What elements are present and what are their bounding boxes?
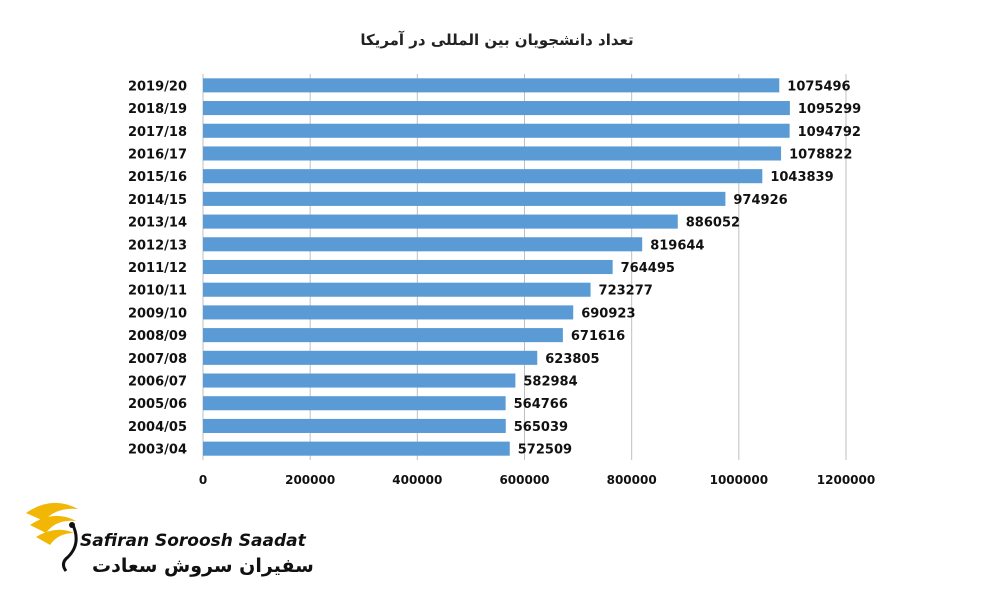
bar [203, 101, 790, 116]
bar [203, 169, 763, 184]
bar [203, 441, 510, 456]
category-label: 2011/12 [128, 261, 187, 276]
bar [203, 123, 790, 138]
x-tick-label: 400000 [392, 473, 442, 487]
value-label: 819644 [650, 238, 704, 253]
bar [203, 282, 591, 297]
category-label: 2015/16 [128, 170, 187, 185]
category-label: 2009/10 [128, 306, 187, 321]
category-label: 2007/08 [128, 352, 187, 367]
value-label: 572509 [518, 443, 572, 458]
category-label: 2013/14 [128, 216, 187, 231]
bar [203, 78, 780, 93]
value-label: 623805 [545, 352, 599, 367]
bar [203, 396, 506, 411]
value-label: 1043839 [770, 170, 833, 185]
category-label: 2006/07 [128, 375, 187, 390]
value-label: 690923 [581, 306, 635, 321]
category-label: 2019/20 [128, 79, 187, 94]
category-label: 2016/17 [128, 147, 187, 162]
bar [203, 214, 678, 229]
bird-logo-icon [26, 502, 78, 572]
value-label: 1075496 [787, 79, 850, 94]
x-tick-label: 1000000 [710, 473, 768, 487]
x-axis-ticks: 0 200000 400000 600000 800000 1000000 1200000 [199, 473, 875, 487]
value-label: 886052 [686, 216, 740, 231]
bar [203, 328, 563, 343]
value-label: 723277 [599, 284, 653, 299]
value-label: 1078822 [789, 147, 852, 162]
bar [203, 237, 643, 252]
bar [203, 373, 516, 388]
category-labels: 2019/20 2018/19 2017/18 2016/17 2015/16 2014/… [128, 79, 187, 457]
category-label: 2004/05 [128, 420, 187, 435]
bar [203, 191, 726, 206]
logo-name-fa: سفیران سروش سعادت [92, 555, 314, 577]
logo-name-en: Safiran Soroosh Saadat [80, 531, 306, 551]
value-label: 671616 [571, 329, 625, 344]
x-tick-label: 600000 [499, 473, 549, 487]
x-tick-label: 800000 [607, 473, 657, 487]
value-label: 1095299 [798, 102, 861, 117]
bar [203, 418, 506, 433]
company-logo: Safiran Soroosh Saadat سفیران سروش سعادت [22, 495, 314, 585]
category-label: 2012/13 [128, 238, 187, 253]
x-tick-label: 1200000 [817, 473, 875, 487]
value-label: 564766 [514, 397, 568, 412]
x-tick-label: 200000 [285, 473, 335, 487]
category-label: 2014/15 [128, 193, 187, 208]
bar [203, 350, 538, 365]
bars [203, 78, 790, 456]
bar [203, 259, 613, 275]
value-label: 974926 [733, 193, 787, 208]
category-label: 2005/06 [128, 397, 187, 412]
value-label: 565039 [514, 420, 568, 435]
category-label: 2018/19 [128, 102, 187, 117]
value-label: 582984 [523, 375, 577, 390]
chart-title: تعداد دانشجویان بین المللی در آمریکا [360, 31, 633, 49]
value-label: 1094792 [798, 125, 861, 140]
bar [203, 146, 782, 161]
x-tick-label: 0 [199, 473, 207, 487]
category-label: 2017/18 [128, 125, 187, 140]
category-label: 2003/04 [128, 443, 187, 458]
category-label: 2010/11 [128, 284, 187, 299]
category-label: 2008/09 [128, 329, 187, 344]
bar [203, 305, 574, 320]
value-labels: 1075496 1095299 1094792 1078822 1043839 97492… [514, 79, 862, 457]
value-label: 764495 [621, 261, 675, 276]
